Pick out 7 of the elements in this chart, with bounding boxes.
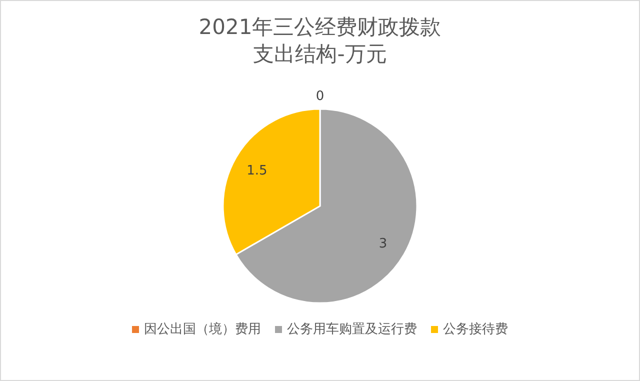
data-label: 3 (378, 236, 388, 252)
chart-title: 2021年三公经费财政拨款支出结构-万元 (198, 14, 442, 68)
legend-label: 因公出国（境）费用 (144, 321, 261, 338)
text: 0 (316, 89, 324, 104)
legend-label: 公务用车购置及运行费 (287, 321, 417, 338)
data-label: 1.5 (246, 164, 268, 179)
legend-label: 公务接待费 (443, 321, 508, 338)
